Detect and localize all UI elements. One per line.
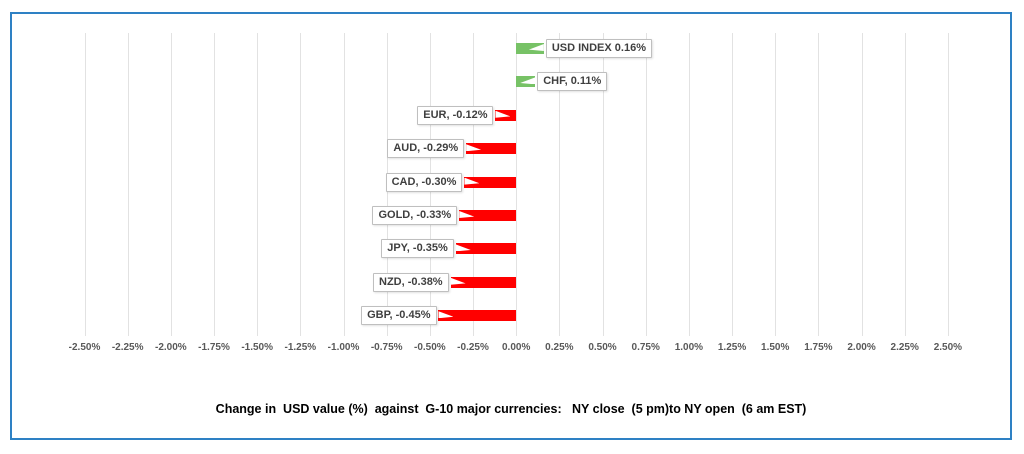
bar-cad <box>464 176 517 188</box>
gridline-2-00 <box>861 33 863 336</box>
x-tick-label-2-25: -2.25% <box>111 342 144 353</box>
x-tick-label-2-00: -2.00% <box>154 342 187 353</box>
x-tick-label-2-50: 2.50% <box>933 342 963 353</box>
bar-jpy <box>455 243 517 255</box>
callout-pointer-nzd <box>450 277 466 285</box>
x-tick-label-1-50: -1.50% <box>241 342 274 353</box>
x-tick-label-1-25: -1.25% <box>284 342 317 353</box>
data-label-gbp: GBP, -0.45% <box>361 306 437 326</box>
gridline-1-00 <box>688 33 690 336</box>
gridline-1-25 <box>300 33 302 336</box>
gridline-0-00 <box>516 33 518 336</box>
gridline-0-50 <box>602 33 604 336</box>
callout-pointer-chf <box>520 77 536 85</box>
bar-gold <box>459 210 517 221</box>
gridline-1-75 <box>818 33 820 336</box>
x-tick-label-1-00: 1.00% <box>674 342 704 353</box>
x-tick-label-0-25: 0.25% <box>545 342 574 353</box>
gridline-2-25 <box>127 33 129 336</box>
x-tick-label-1-50: 1.50% <box>761 342 790 353</box>
gridline-2-50 <box>947 33 949 336</box>
x-tick-label-0-50: 0.50% <box>588 342 617 353</box>
callout-pointer-cad <box>464 177 480 185</box>
x-tick-label-0-75: 0.75% <box>631 342 660 353</box>
x-tick-label-0-00: 0.00% <box>502 342 531 353</box>
gridline-1-00 <box>343 33 345 336</box>
x-tick-label-0-50: -0.50% <box>414 342 446 353</box>
bar-nzd <box>450 276 517 288</box>
gridline-2-25 <box>904 33 906 336</box>
callout-pointer-gold <box>459 211 475 218</box>
x-tick-label-2-50: -2.50% <box>68 342 101 353</box>
callout-pointer-jpy <box>455 244 471 252</box>
data-label-cad: CAD, -0.30% <box>385 172 463 192</box>
gridline-0-75 <box>645 33 647 336</box>
bar-usd-index <box>516 43 544 54</box>
data-label-eur: EUR, -0.12% <box>417 105 494 125</box>
gridline-1-25 <box>732 33 734 336</box>
data-label-aud: AUD, -0.29% <box>387 139 465 159</box>
data-label-nzd: NZD, -0.38% <box>373 272 449 292</box>
data-label-jpy: JPY, -0.35% <box>381 239 454 259</box>
plot-area: -2.50% -2.25% -2.00% -1.75% -1.50% -1.25% -1.0… <box>12 14 1010 438</box>
x-tick-label-1-00: -1.00% <box>327 342 360 353</box>
x-tick-label-1-75: 1.75% <box>804 342 833 353</box>
callout-pointer-aud <box>466 144 482 152</box>
gridline-0-25 <box>559 33 561 336</box>
data-label-chf: CHF, 0.11% <box>537 72 608 92</box>
callout-pointer-eur <box>495 110 511 118</box>
x-tick-label-2-25: 2.25% <box>890 342 919 353</box>
bar-aud <box>466 143 517 155</box>
x-tick-label-1-75: -1.75% <box>198 342 230 353</box>
gridline-2-00 <box>170 33 172 336</box>
x-tick-label-0-25: -0.25% <box>457 342 489 353</box>
callout-pointer-gbp <box>438 311 454 319</box>
x-tick-label-0-75: -0.75% <box>370 342 403 353</box>
bar-gbp <box>438 310 517 322</box>
callout-pointer-usd-index <box>528 44 544 51</box>
x-tick-label-2-00: 2.00% <box>847 342 876 353</box>
gridline-2-50 <box>84 33 86 336</box>
chart-frame: -2.50% -2.25% -2.00% -1.75% -1.50% -1.25% -1.0… <box>10 12 1012 440</box>
gridline-1-75 <box>214 33 215 336</box>
data-label-gold: GOLD, -0.33% <box>372 206 458 225</box>
gridline-1-50 <box>775 33 777 336</box>
chart-title: Change in USD value (%) against G-10 maj… <box>215 402 807 416</box>
x-tick-label-1-25: 1.25% <box>717 342 747 353</box>
data-label-usd-index: USD INDEX 0.16% <box>545 39 652 58</box>
gridline-1-50 <box>257 33 259 336</box>
